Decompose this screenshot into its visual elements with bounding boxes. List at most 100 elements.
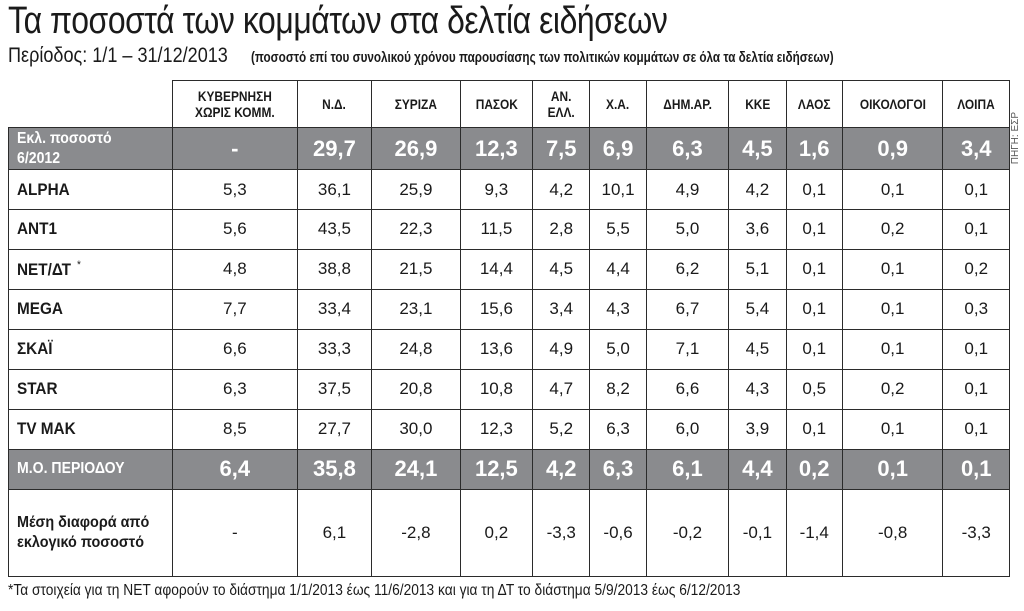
table-row: ΣΚΑΪ 6,6 33,3 24,8 13,6 4,9 5,0 7,1 4,5 0,1 0,1 0,1 [8,328,1010,370]
table-cell: 43,5 [296,208,373,250]
chart-title: Τα ποσοστά των κομμάτων στα δελτία ειδήσ… [8,0,668,42]
table-cell: 4,2 [532,169,591,210]
table-cell: 3,6 [728,208,787,250]
table-row: STAR 6,3 37,5 20,8 10,8 4,7 8,2 6,6 4,3 0,5 0,2 0,1 [8,368,1010,410]
table-cell: -0,8 [841,488,944,578]
table-cell: 11,5 [459,208,534,250]
table-cell: 0,3 [942,288,1010,330]
table-cell: 24,1 [371,448,461,490]
table-cell: 24,8 [371,328,461,370]
table-cell: 27,7 [296,408,373,450]
row-label: MEGA [8,288,173,330]
table-cell: 35,8 [296,448,373,490]
row-label-text: ANT1 [17,219,57,239]
row-label-text: ΣΚΑΪ [17,339,53,359]
table-cell: 12,3 [459,126,534,171]
table-cell: 1,6 [785,126,843,171]
table-cell: 5,1 [728,248,787,290]
row-label-text: NET/ΔΤ [17,259,71,279]
table-cell: 30,0 [371,408,461,450]
column-header-label: ΠΑΣΟΚ [475,96,518,112]
table-body: Εκλ. ποσοστό 6/2012-29,7 26,9 12,3 7,5 6,9 6,… [8,126,1010,578]
column-header: ΑΝ. ΕΛΛ. [532,80,591,128]
row-label: Μ.Ο. ΠΕΡΙΟΔΟΥ [8,448,173,490]
column-header-label: ΑΝ. ΕΛΛ. [547,88,575,120]
table-cell: 7,1 [645,328,730,370]
table-cell: 0,2 [841,368,944,410]
period-note: (ποσοστό επί του συνολικού χρόνου παρουσ… [251,49,834,66]
table-cell: 0,1 [785,208,843,250]
table-cell: 0,1 [841,408,944,450]
table-cell: 0,1 [942,368,1010,410]
table-row: NET/ΔΤ * 4,8 38,8 21,5 14,4 4,5 4,4 6,2 5,1 0,1 0,1… [8,248,1010,290]
table-cell: 13,6 [459,328,534,370]
table-cell: -3,3 [532,488,591,578]
table-row: Εκλ. ποσοστό 6/2012 -29,7 26,9 12,3 7,5 6,9 6,… [8,126,1010,171]
table-row: TV MAK 8,5 27,7 30,0 12,3 5,2 6,3 6,0 3,9 0,1 0,1 0… [8,408,1010,450]
header-row: ΚΥΒΕΡΝΗΣΗ ΧΩΡΙΣ ΚΟΜΜ. Ν.Δ. ΣΥΡΙΖΑ ΠΑΣΟΚ ΑΝ. … [8,80,1010,128]
table-cell: 0,2 [942,248,1010,290]
table-cell: 33,3 [296,328,373,370]
table-cell: 0,2 [459,488,534,578]
column-header-label: Χ.Α. [606,96,630,112]
table-cell: 4,5 [728,328,787,370]
table-cell: 6,3 [589,408,647,450]
table-cell: 4,2 [532,448,591,490]
row-label: Μέση διαφορά από εκλογικό ποσοστό [8,488,173,578]
table-cell: 4,9 [645,169,730,210]
table-cell: 6,1 [296,488,373,578]
column-header: Ν.Δ. [296,80,373,128]
source-label: ΠΗΓΗ: ΕΣΡ [1010,112,1021,165]
table-cell: 6,3 [645,126,730,171]
column-header: ΛΟΙΠΑ [942,80,1010,128]
row-label: ANT1 [8,208,173,250]
row-label-text: Μέση διαφορά από εκλογικό ποσοστό [17,513,150,551]
footnote: *Τα στοιχεία για τη ΝΕΤ αφορούν το διάστ… [8,582,741,599]
table-cell: -0,2 [645,488,730,578]
table-cell: 3,4 [532,288,591,330]
column-header-label: ΚΚΕ [744,96,770,112]
table-cell: 5,5 [589,208,647,250]
table-cell: 4,9 [532,328,591,370]
table-cell: 3,4 [942,126,1010,171]
table-cell: 0,1 [785,248,843,290]
table-cell: 2,8 [532,208,591,250]
table-cell: 5,4 [728,288,787,330]
table-cell: 20,8 [371,368,461,410]
table-cell: 6,1 [645,448,730,490]
table-cell: 25,9 [371,169,461,210]
column-header: ΚΚΕ [728,80,787,128]
data-table-wrapper: ΚΥΒΕΡΝΗΣΗ ΧΩΡΙΣ ΚΟΜΜ. Ν.Δ. ΣΥΡΙΖΑ ΠΑΣΟΚ ΑΝ. … [8,80,1010,578]
table-cell: 4,3 [589,288,647,330]
table-cell: 5,0 [589,328,647,370]
header-corner [8,80,173,128]
row-label: TV MAK [8,408,173,450]
table-cell: 4,4 [728,448,787,490]
table-cell: -3,3 [942,488,1010,578]
column-header: ΣΥΡΙΖΑ [371,80,461,128]
subtitle: Περίοδος: 1/1 – 31/12/2013 (ποσοστό επί … [8,44,834,68]
table-cell: 0,1 [942,328,1010,370]
row-label-text: MEGA [17,299,63,319]
row-label: NET/ΔΤ * [8,248,173,290]
table-cell: - [171,126,298,171]
table-cell: 10,1 [589,169,647,210]
table-cell: 36,1 [296,169,373,210]
table-row: ANT1 5,6 43,5 22,3 11,5 2,8 5,5 5,0 3,6 0,1 0,2 0,1 [8,208,1010,250]
row-label-text: STAR [17,379,58,399]
table-cell: 0,5 [785,368,843,410]
table-cell: 15,6 [459,288,534,330]
table-cell: -1,4 [785,488,843,578]
column-header-label: ΛΑΟΣ [797,96,831,112]
table-cell: 12,5 [459,448,534,490]
row-label: STAR [8,368,173,410]
table-row: Μ.Ο. ΠΕΡΙΟΔΟΥ 6,4 35,8 24,1 12,5 4,2 6,3 6,1 4,4… [8,448,1010,490]
table-cell: 26,9 [371,126,461,171]
table-cell: 22,3 [371,208,461,250]
table-cell: 10,8 [459,368,534,410]
table-cell: 4,7 [532,368,591,410]
table-cell: 23,1 [371,288,461,330]
table-cell: 0,1 [841,288,944,330]
table-cell: 0,1 [841,448,944,490]
table-cell: 0,1 [785,328,843,370]
